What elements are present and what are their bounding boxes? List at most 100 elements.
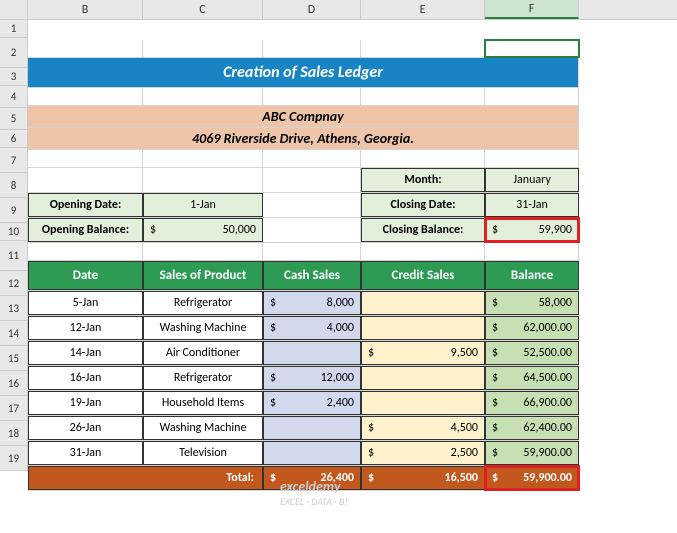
cell[interactable]: [143, 168, 263, 192]
month-value[interactable]: January: [485, 168, 579, 192]
row-header[interactable]: 15: [0, 346, 28, 371]
cell[interactable]: [263, 88, 361, 105]
cell[interactable]: [263, 168, 361, 192]
header-product[interactable]: Sales of Product: [143, 261, 263, 290]
cell[interactable]: [28, 88, 143, 105]
cell[interactable]: [485, 150, 579, 167]
cell[interactable]: [361, 243, 485, 260]
header-balance[interactable]: Balance: [485, 261, 579, 290]
cell[interactable]: [361, 40, 485, 57]
col-header-F[interactable]: F: [485, 0, 579, 19]
total-balance[interactable]: $59,900.00: [485, 466, 579, 490]
row-header[interactable]: 7: [0, 148, 28, 173]
cell-product[interactable]: Household Items: [143, 391, 263, 415]
cell-cash[interactable]: $4,000: [263, 316, 361, 340]
opening-date-label[interactable]: Opening Date:: [28, 193, 143, 217]
row-header[interactable]: 14: [0, 321, 28, 346]
row-header[interactable]: 12: [0, 271, 28, 296]
cell[interactable]: [143, 150, 263, 167]
cell[interactable]: [485, 40, 579, 57]
row-header[interactable]: 17: [0, 396, 28, 421]
cell-date[interactable]: 5-Jan: [28, 291, 143, 315]
row-header[interactable]: 16: [0, 371, 28, 396]
cell[interactable]: [485, 88, 579, 105]
closing-date-label[interactable]: Closing Date:: [361, 193, 485, 217]
cell[interactable]: [28, 243, 143, 260]
opening-balance-value[interactable]: $50,000: [143, 218, 263, 242]
cell-credit[interactable]: $2,500: [361, 441, 485, 465]
cell[interactable]: [263, 150, 361, 167]
company-address[interactable]: 4069 Riverside Drive, Athens, Georgia.: [28, 128, 579, 149]
row-header[interactable]: 19: [0, 446, 28, 471]
cell-product[interactable]: Television: [143, 441, 263, 465]
cell-product[interactable]: Washing Machine: [143, 416, 263, 440]
cell-credit[interactable]: [361, 316, 485, 340]
cell-balance[interactable]: $66,900.00: [485, 391, 579, 415]
title-banner[interactable]: Creation of Sales Ledger: [28, 58, 579, 87]
cell-credit[interactable]: $9,500: [361, 341, 485, 365]
row-header[interactable]: 2: [0, 38, 28, 68]
header-date[interactable]: Date: [28, 261, 143, 290]
cell-cash[interactable]: $8,000: [263, 291, 361, 315]
cell-balance[interactable]: $62,400.00: [485, 416, 579, 440]
cell[interactable]: [361, 150, 485, 167]
cell-balance[interactable]: $59,900.00: [485, 441, 579, 465]
col-header-D[interactable]: D: [263, 0, 361, 19]
cell[interactable]: [485, 243, 579, 260]
cell-date[interactable]: 31-Jan: [28, 441, 143, 465]
cell-date[interactable]: 26-Jan: [28, 416, 143, 440]
row-header[interactable]: 3: [0, 68, 28, 86]
cell-date[interactable]: 12-Jan: [28, 316, 143, 340]
row-header[interactable]: 11: [0, 241, 28, 271]
closing-balance-value[interactable]: $59,900: [485, 218, 579, 242]
row-header[interactable]: 4: [0, 86, 28, 108]
cell[interactable]: [143, 243, 263, 260]
cell[interactable]: [28, 168, 143, 192]
cell[interactable]: [143, 40, 263, 57]
total-cash[interactable]: $26,400: [263, 466, 361, 490]
header-cash[interactable]: Cash Sales: [263, 261, 361, 290]
cell[interactable]: [263, 40, 361, 57]
row-header[interactable]: 5: [0, 108, 28, 130]
cell[interactable]: [263, 243, 361, 260]
row-header[interactable]: 6: [0, 130, 28, 148]
col-header-B[interactable]: B: [28, 0, 143, 19]
cell-credit[interactable]: [361, 291, 485, 315]
cell[interactable]: [263, 193, 361, 217]
col-header-E[interactable]: E: [361, 0, 485, 19]
closing-date-value[interactable]: 31-Jan: [485, 193, 579, 217]
cell-credit[interactable]: [361, 391, 485, 415]
cell-balance[interactable]: $64,500.00: [485, 366, 579, 390]
cell-product[interactable]: Air Conditioner: [143, 341, 263, 365]
cell-product[interactable]: Refrigerator: [143, 291, 263, 315]
cell-cash[interactable]: [263, 341, 361, 365]
cell-credit[interactable]: $4,500: [361, 416, 485, 440]
cell[interactable]: [361, 88, 485, 105]
row-header[interactable]: 13: [0, 296, 28, 321]
col-header-C[interactable]: C: [143, 0, 263, 19]
cell[interactable]: [28, 40, 143, 57]
row-header[interactable]: 18: [0, 421, 28, 446]
cell-cash[interactable]: $12,000: [263, 366, 361, 390]
row-header[interactable]: 10: [0, 223, 28, 241]
header-credit[interactable]: Credit Sales: [361, 261, 485, 290]
opening-date-value[interactable]: 1-Jan: [143, 193, 263, 217]
cell[interactable]: [28, 150, 143, 167]
opening-balance-label[interactable]: Opening Balance:: [28, 218, 143, 242]
cell-date[interactable]: 19-Jan: [28, 391, 143, 415]
total-credit[interactable]: $16,500: [361, 466, 485, 490]
row-header[interactable]: 8: [0, 173, 28, 198]
cell-balance[interactable]: $52,500.00: [485, 341, 579, 365]
company-name[interactable]: ABC Compnay: [28, 106, 579, 127]
total-label[interactable]: Total:: [28, 466, 263, 490]
cell-credit[interactable]: [361, 366, 485, 390]
row-header[interactable]: 1: [0, 20, 28, 38]
cell-product[interactable]: Washing Machine: [143, 316, 263, 340]
cell-cash[interactable]: [263, 441, 361, 465]
cell-cash[interactable]: [263, 416, 361, 440]
cell-date[interactable]: 14-Jan: [28, 341, 143, 365]
cell-balance[interactable]: $62,000.00: [485, 316, 579, 340]
cell[interactable]: [263, 218, 361, 242]
month-label[interactable]: Month:: [361, 168, 485, 192]
cell-product[interactable]: Refrigerator: [143, 366, 263, 390]
